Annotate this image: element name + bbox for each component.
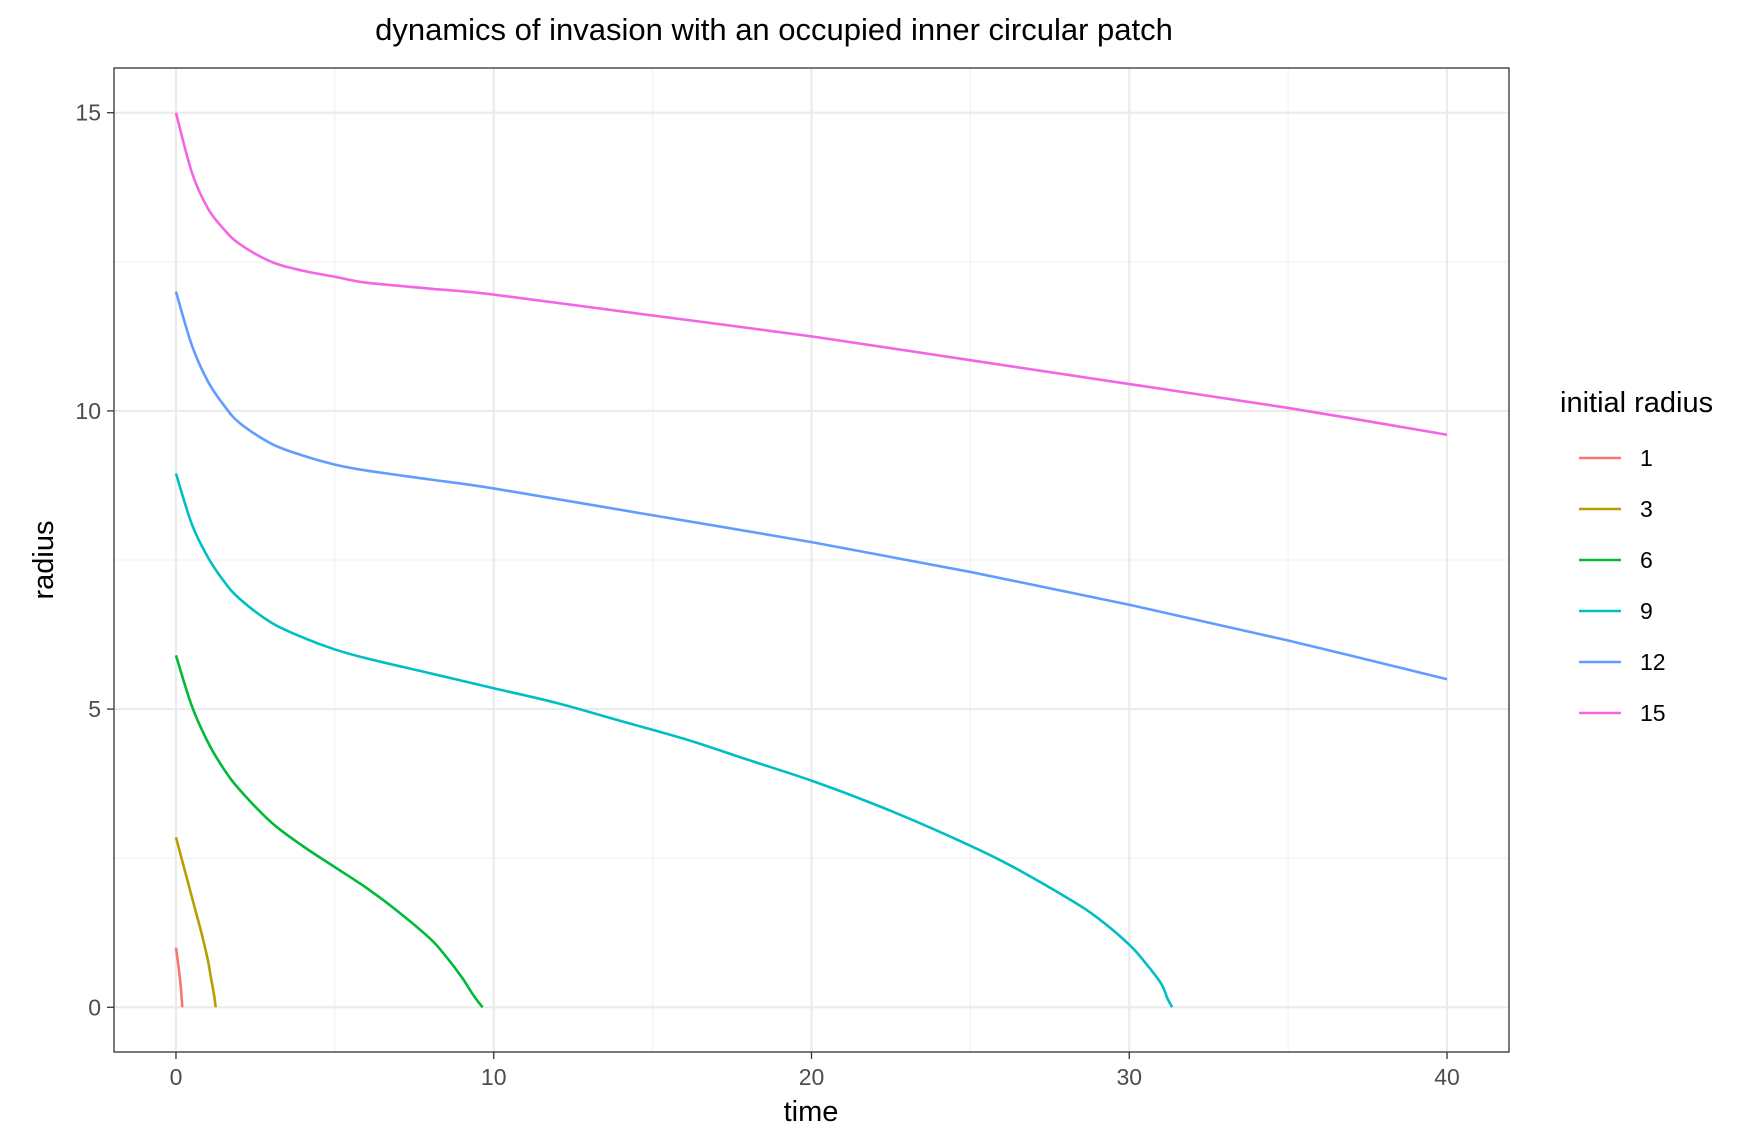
chart-title: dynamics of invasion with an occupied in… (375, 12, 1173, 47)
x-tick-label: 0 (170, 1064, 183, 1090)
x-tick-label: 40 (1434, 1064, 1460, 1090)
legend-label-3: 3 (1640, 496, 1653, 522)
y-tick-label: 15 (75, 100, 101, 126)
legend-label-6: 6 (1640, 547, 1653, 573)
series-line-15 (174, 112, 1448, 437)
series-line-6 (174, 655, 484, 1009)
series-line-1 (174, 947, 184, 1008)
legend-title: initial radius (1560, 387, 1713, 419)
y-tick-label: 10 (75, 398, 101, 424)
series-line-12 (174, 291, 1448, 681)
legend-label-9: 9 (1640, 598, 1653, 624)
plot-panel (113, 67, 1510, 1053)
series-line-3 (174, 836, 217, 1008)
y-tick-label: 5 (88, 696, 101, 722)
x-tick-label: 10 (481, 1064, 507, 1090)
x-axis-title: time (784, 1096, 839, 1128)
legend: initial radius 1 3 6 9 12 15 (1560, 387, 1713, 726)
grid-major (114, 68, 1509, 1052)
legend-label-15: 15 (1640, 700, 1666, 726)
y-tick-label: 0 (88, 994, 101, 1020)
series-line-9 (174, 473, 1174, 1008)
y-axis: 0 5 10 15 (75, 100, 114, 1020)
x-axis: 0 10 20 30 40 (170, 1052, 1460, 1090)
legend-label-1: 1 (1640, 445, 1653, 471)
x-tick-label: 30 (1116, 1064, 1142, 1090)
legend-items: 1 3 6 9 12 15 (1579, 445, 1666, 726)
series-lines (174, 112, 1448, 1009)
legend-label-12: 12 (1640, 649, 1666, 675)
x-tick-label: 20 (799, 1064, 825, 1090)
y-axis-title: radius (28, 521, 60, 600)
